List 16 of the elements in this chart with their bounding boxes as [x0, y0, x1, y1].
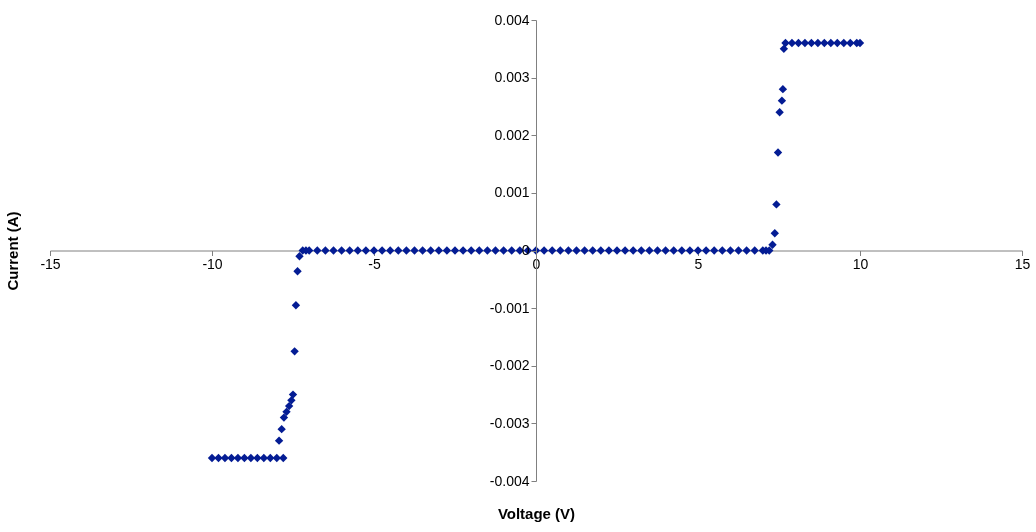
- y-tick-label: -0.001: [489, 299, 530, 316]
- y-axis-title: Current (A): [3, 211, 21, 291]
- y-tick-label: -0.004: [489, 472, 530, 489]
- x-tick-label: 15: [1014, 256, 1031, 272]
- x-tick-label: 10: [852, 256, 869, 272]
- x-tick-label: -5: [368, 256, 381, 272]
- x-tick-label: 5: [694, 256, 703, 272]
- y-tick-label: 0.004: [494, 11, 530, 28]
- x-axis-title: Voltage (V): [497, 504, 576, 522]
- y-tick-label: 0.003: [494, 69, 530, 86]
- x-tick-label: -15: [40, 256, 61, 272]
- y-tick-label: 0.001: [494, 184, 530, 201]
- y-tick-label: -0.002: [489, 357, 530, 374]
- y-tick-label: 0.002: [494, 126, 530, 143]
- x-tick-label: -10: [202, 256, 223, 272]
- y-tick-label: -0.003: [489, 414, 530, 431]
